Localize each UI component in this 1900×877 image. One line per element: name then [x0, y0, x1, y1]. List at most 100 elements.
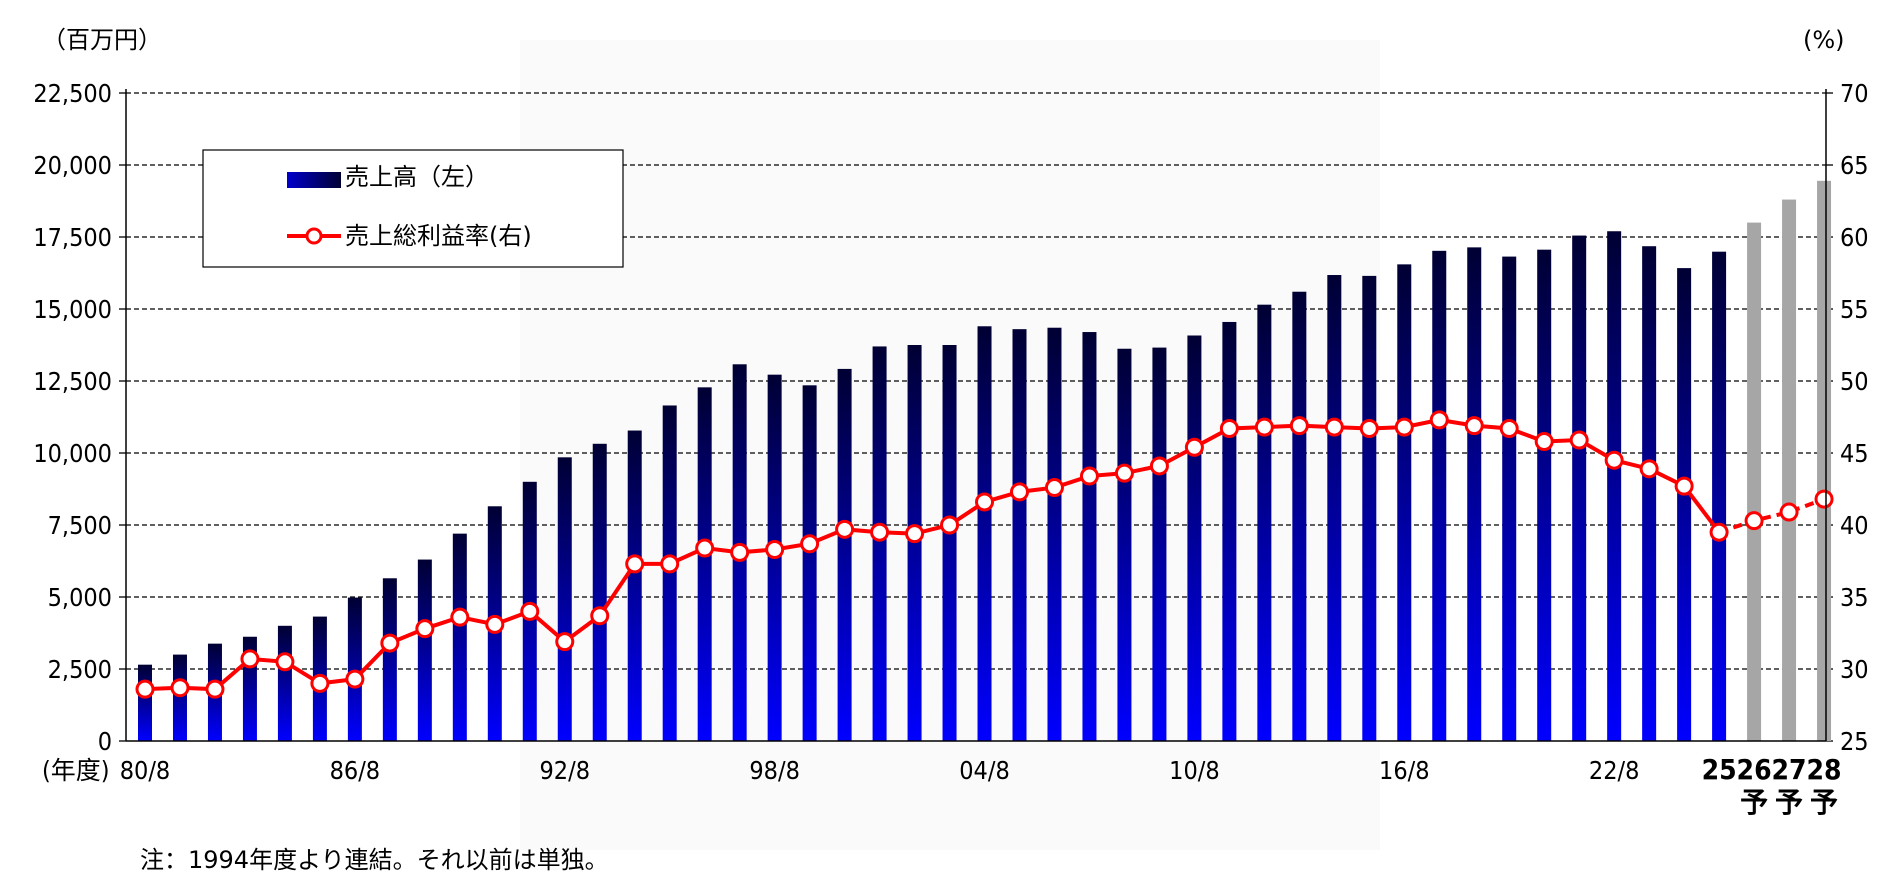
margin-point — [555, 632, 575, 652]
margin-point — [1569, 430, 1589, 450]
margin-point — [870, 522, 890, 542]
bar — [1467, 247, 1482, 742]
bar-forecast — [1747, 222, 1762, 742]
bar — [382, 578, 397, 741]
bar — [172, 654, 187, 741]
left-tick-label: 12,500 — [33, 367, 112, 396]
bar — [1362, 275, 1377, 741]
margin-point — [1534, 431, 1554, 451]
bar — [1222, 321, 1237, 741]
bar — [277, 625, 292, 741]
bar — [872, 346, 887, 741]
right-tick-label: 65 — [1840, 151, 1869, 180]
left-tick-label: 5,000 — [48, 583, 112, 612]
bar — [592, 443, 607, 741]
margin-point — [765, 539, 785, 559]
margin-point — [1114, 463, 1134, 483]
x-tick-label: 04/8 — [959, 756, 1010, 785]
bar — [1012, 329, 1027, 741]
bar — [417, 559, 432, 741]
legend: 売上高（左） 売上総利益率(右) — [202, 149, 624, 268]
x-tick-forecast-mark: 予 — [1740, 786, 1768, 819]
margin-point — [1464, 416, 1484, 436]
margin-point — [940, 515, 960, 535]
bar — [1187, 335, 1202, 741]
left-tick-label: 17,500 — [33, 223, 112, 252]
margin-point — [1289, 416, 1309, 436]
margin-point — [345, 669, 365, 689]
x-tick-label: 26 — [1737, 753, 1772, 786]
margin-point — [625, 554, 645, 574]
margin-point — [730, 542, 750, 562]
legend-swatch-bar — [287, 172, 341, 188]
left-tick-label: 10,000 — [33, 439, 112, 468]
right-tick-label: 25 — [1840, 727, 1869, 756]
margin-point — [975, 492, 995, 512]
margin-point — [1184, 437, 1204, 457]
margin-point — [1814, 489, 1834, 509]
bar — [1502, 256, 1517, 741]
margin-point — [1639, 459, 1659, 479]
bar — [1572, 235, 1587, 741]
bar — [1152, 347, 1167, 741]
margin-point — [1709, 522, 1729, 542]
bar — [1607, 231, 1622, 742]
margin-point — [1254, 417, 1274, 437]
margin-point — [1499, 419, 1519, 439]
margin-point — [485, 614, 505, 634]
left-axis-unit: （百万円） — [42, 26, 162, 54]
bar — [1257, 304, 1272, 741]
bar — [1327, 275, 1342, 741]
bar — [977, 326, 992, 741]
x-tick-label: 98/8 — [749, 756, 800, 785]
margin-point — [905, 524, 925, 544]
margin-point — [310, 673, 330, 693]
margin-point — [450, 607, 470, 627]
margin-point — [1604, 450, 1624, 470]
margin-point — [135, 679, 155, 699]
margin-point — [695, 538, 715, 558]
bar — [942, 345, 957, 741]
x-tick-forecast-mark: 予 — [1810, 786, 1838, 819]
bar — [1397, 264, 1412, 741]
bar-forecast — [1817, 180, 1832, 742]
margin-point — [1394, 417, 1414, 437]
bar — [347, 597, 362, 741]
x-tick-label: 80/8 — [120, 756, 171, 785]
x-tick-label: 86/8 — [330, 756, 381, 785]
left-tick-label: 0 — [98, 727, 112, 756]
right-tick-label: 35 — [1840, 583, 1869, 612]
margin-point — [1079, 466, 1099, 486]
margin-point — [590, 606, 610, 626]
margin-point — [660, 554, 680, 574]
right-tick-label: 40 — [1840, 511, 1869, 540]
left-tick-label: 15,000 — [33, 295, 112, 324]
margin-point — [380, 633, 400, 653]
right-tick-label: 45 — [1840, 439, 1869, 468]
margin-point — [1044, 478, 1064, 498]
margin-point — [1149, 456, 1169, 476]
margin-point — [1219, 419, 1239, 439]
x-axis-ticks: 80/8 86/8 92/8 98/8 04/8 10/8 16/8 22/8 25 26予27予… — [120, 753, 1842, 819]
margin-point — [1779, 502, 1799, 522]
bar — [1537, 249, 1552, 741]
margin-line-forecast — [1718, 497, 1825, 535]
margin-point — [275, 652, 295, 672]
x-tick-label: 25 — [1702, 753, 1737, 786]
x-axis-prefix: (年度) — [42, 756, 110, 785]
line-series-gross-margin — [135, 410, 1834, 699]
bar — [452, 533, 467, 741]
bar — [1047, 327, 1062, 741]
bar — [697, 387, 712, 741]
bar — [557, 457, 572, 741]
margin-point — [800, 534, 820, 554]
margin-point — [1324, 417, 1344, 437]
right-tick-label: 70 — [1840, 79, 1869, 108]
margin-point — [415, 619, 435, 639]
margin-point — [1429, 410, 1449, 430]
margin-point — [240, 649, 260, 669]
bar — [837, 368, 852, 741]
x-tick-label: 22/8 — [1589, 756, 1640, 785]
x-tick-label: 16/8 — [1379, 756, 1430, 785]
